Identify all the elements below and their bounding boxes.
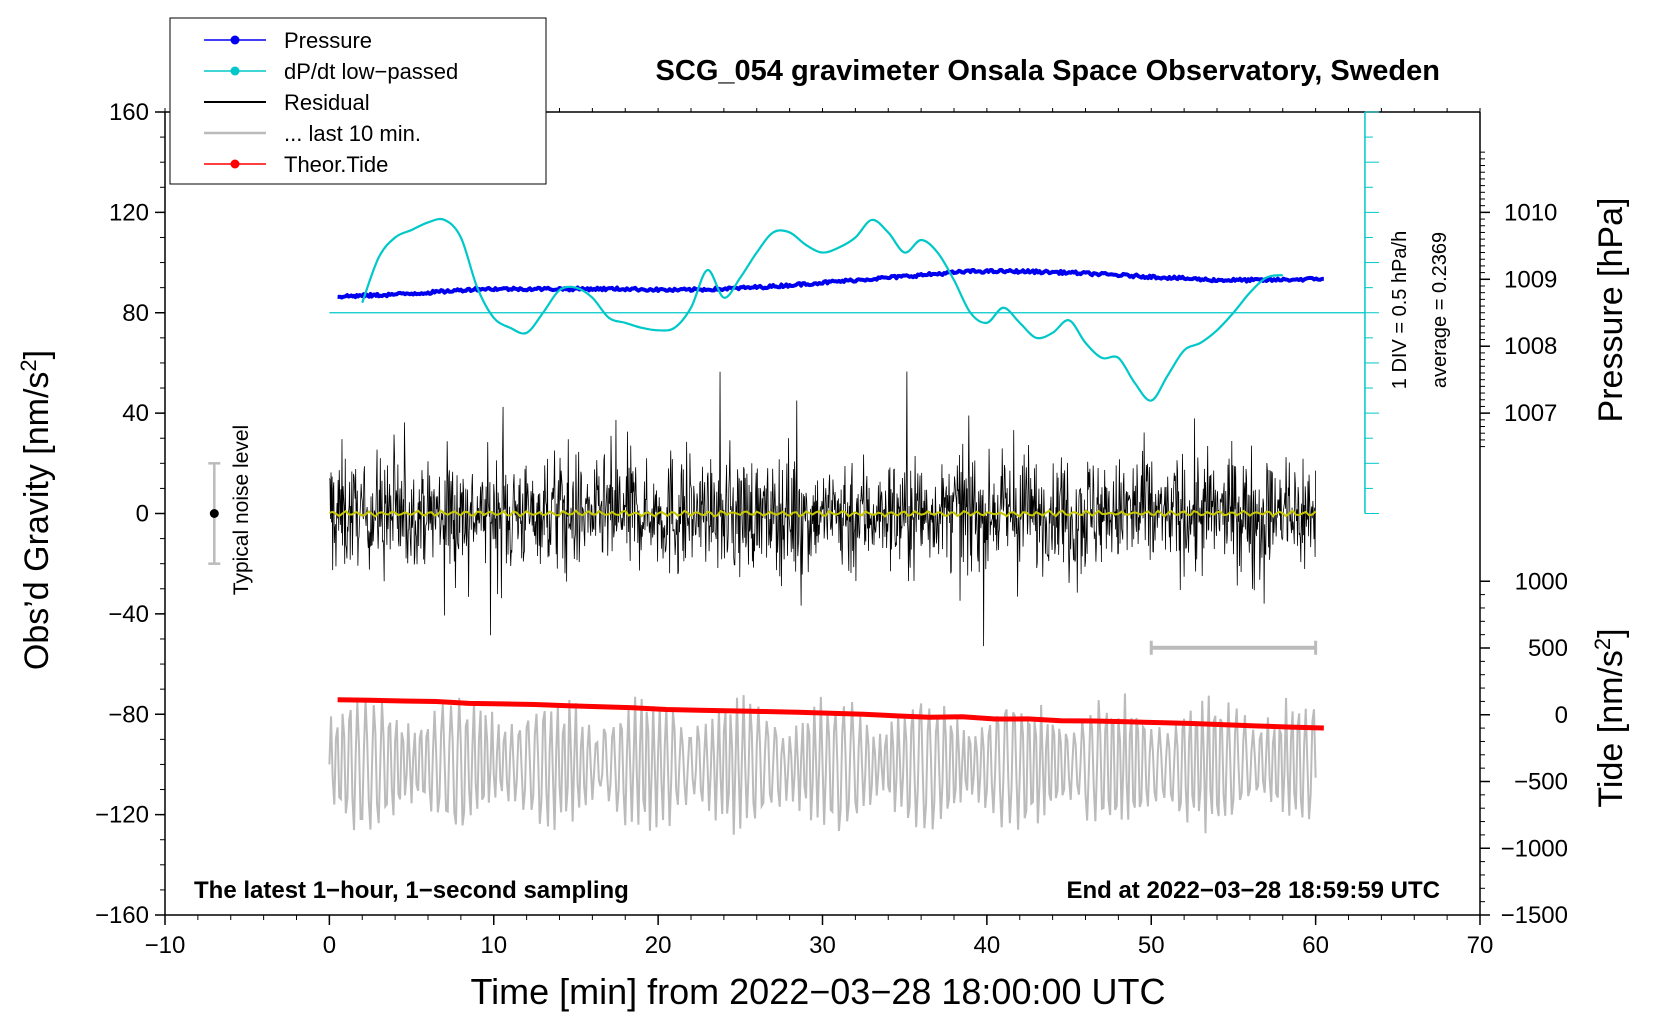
x-tick-label: −10 — [145, 932, 186, 959]
chart-title: SCG_054 gravimeter Onsala Space Observat… — [656, 55, 1440, 87]
pressure-line — [336, 267, 1324, 300]
tide-axis-label: Tide [nm/s2] — [1590, 628, 1630, 807]
x-tick-label: 20 — [645, 932, 672, 959]
last10-line — [328, 693, 1317, 835]
residual-line — [329, 371, 1317, 647]
tide-tick-label: 0 — [1555, 702, 1568, 729]
tide-tick-label: 500 — [1528, 635, 1568, 662]
footer-left: The latest 1−hour, 1−second sampling — [194, 877, 629, 904]
legend-item-dpdt: dP/dt low−passed — [204, 59, 458, 84]
legend-marker-tide — [230, 159, 240, 169]
y-tick-label: −120 — [95, 802, 149, 829]
legend-label-residual: Residual — [284, 90, 370, 115]
pressure-axis-label: Pressure [hPa] — [1592, 198, 1630, 423]
y-tick-label: −80 — [108, 701, 149, 728]
legend-label-last10: ... last 10 min. — [284, 121, 421, 146]
x-tick-label: 30 — [809, 932, 836, 959]
legend-item-last10: ... last 10 min. — [204, 121, 421, 146]
x-tick-label: 10 — [480, 932, 507, 959]
legend-item-residual: Residual — [204, 90, 370, 115]
noise-level-label: Typical noise level — [230, 425, 253, 595]
legend-item-pressure: Pressure — [204, 28, 372, 53]
dpdt-scale-label: 1 DIV = 0.5 hPa/h — [1389, 231, 1411, 389]
pressure-tick-label: 1007 — [1504, 400, 1557, 427]
residual-series — [329, 371, 1317, 647]
residual-running-mean — [329, 509, 1317, 518]
legend-marker-dpdt — [230, 66, 240, 76]
annotations — [208, 111, 1379, 655]
pressure-tick-label: 1008 — [1504, 333, 1557, 360]
dpdt-line — [361, 217, 1283, 402]
y-tick-label: 120 — [109, 199, 149, 226]
dpdt-average-label: average = 0.2369 — [1429, 232, 1451, 388]
legend-label-dpdt: dP/dt low−passed — [284, 59, 458, 84]
legend: Pressure dP/dt low−passed Residual ... l… — [169, 17, 547, 185]
tide-label-close: ] — [1592, 628, 1630, 637]
tide-line — [337, 697, 1324, 731]
legend-item-tide: Theor.Tide — [204, 152, 388, 177]
y-tick-label: −160 — [95, 902, 149, 929]
y-tick-label: 160 — [109, 99, 149, 126]
tide-label-main: Tide [nm/s — [1592, 650, 1630, 807]
x-tick-label: 0 — [323, 932, 336, 959]
noise-bar-dot — [209, 509, 219, 518]
axes: −10 0 10 20 30 40 50 60 70 −160 −120 −80 −40 0 40 80 120… — [95, 99, 1568, 959]
tide-label-sup: 2 — [1590, 638, 1615, 650]
tide-tick-label: −1500 — [1501, 902, 1568, 929]
y-tick-label: −40 — [108, 601, 149, 628]
tide-tick-label: 1000 — [1515, 568, 1568, 595]
legend-label-pressure: Pressure — [284, 28, 372, 53]
y-label-left-sup: 2 — [16, 359, 41, 371]
y-label-left-main: Obs’d Gravity [nm/s — [18, 372, 56, 671]
y-axis-label-left: Obs’d Gravity [nm/s2] — [16, 350, 56, 670]
y-tick-label: 40 — [122, 400, 149, 427]
pressure-series — [336, 267, 1324, 300]
x-tick-label: 60 — [1302, 932, 1329, 959]
x-tick-label: 70 — [1467, 932, 1494, 959]
pressure-tick-label: 1010 — [1504, 199, 1557, 226]
tide-tick-label: −500 — [1514, 769, 1568, 796]
tide-tick-label: −1000 — [1501, 835, 1568, 862]
y-label-left-close: ] — [18, 350, 56, 359]
theor-tide-series — [337, 697, 1324, 731]
dpdt-series — [329, 217, 1365, 402]
footer-right: End at 2022−03−28 18:59:59 UTC — [1066, 877, 1440, 904]
pressure-tick-label: 1009 — [1504, 266, 1557, 293]
x-tick-label: 50 — [1138, 932, 1165, 959]
legend-label-tide: Theor.Tide — [284, 152, 388, 177]
y-tick-label: 0 — [136, 501, 149, 528]
y-tick-label: 80 — [122, 300, 149, 327]
legend-marker-pressure — [230, 35, 240, 45]
x-axis-label: Time [min] from 2022−03−28 18:00:00 UTC — [470, 971, 1165, 1012]
x-tick-label: 40 — [974, 932, 1001, 959]
last-10-min-series — [328, 693, 1317, 835]
